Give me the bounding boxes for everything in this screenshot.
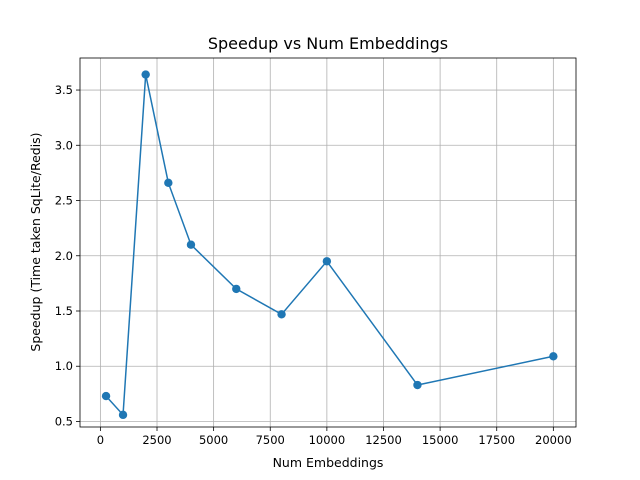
data-point — [322, 257, 332, 266]
x-tick-label: 7500 — [256, 433, 285, 447]
data-point — [101, 391, 111, 401]
x-tick-label: 20000 — [535, 433, 572, 447]
data-point — [413, 380, 422, 390]
x-tick-label: 12500 — [365, 433, 402, 447]
x-tick-label: 2500 — [142, 433, 171, 447]
y-axis: 0.5 1.0 1.5 2.0 2.5 3.0 3.5 — [55, 83, 80, 428]
y-tick-label: 3.5 — [55, 83, 73, 97]
data-point — [277, 310, 286, 319]
data-point — [118, 410, 128, 420]
series-line — [105, 74, 554, 417]
y-tick-label: 3.0 — [55, 138, 73, 152]
x-axis: 0 2500 5000 7500 10000 12500 15000 17500 20000 — [97, 427, 572, 447]
y-tick-label: 1.5 — [55, 304, 73, 318]
x-axis-label: Num Embeddings — [273, 455, 384, 470]
x-tick-label: 10000 — [309, 433, 346, 447]
data-point — [549, 352, 558, 361]
x-tick-label: 5000 — [199, 433, 228, 447]
data-point — [164, 178, 173, 188]
x-tick-label: 0 — [97, 433, 104, 447]
y-tick-label: 1.0 — [55, 359, 73, 373]
series-layer — [101, 70, 558, 420]
x-tick-label: 17500 — [478, 433, 515, 447]
data-point — [232, 284, 241, 294]
grid — [80, 58, 576, 427]
chart-title: Speedup vs Num Embeddings — [208, 34, 448, 53]
y-tick-label: 0.5 — [55, 414, 73, 428]
plot-frame — [79, 57, 577, 428]
y-axis-label: Speedup (Time taken SqLite/Redis) — [28, 132, 43, 351]
y-tick-label: 2.5 — [55, 194, 73, 208]
y-tick-label: 2.0 — [55, 249, 73, 263]
data-point — [186, 240, 196, 249]
data-point — [141, 70, 150, 79]
x-tick-label: 15000 — [422, 433, 459, 447]
